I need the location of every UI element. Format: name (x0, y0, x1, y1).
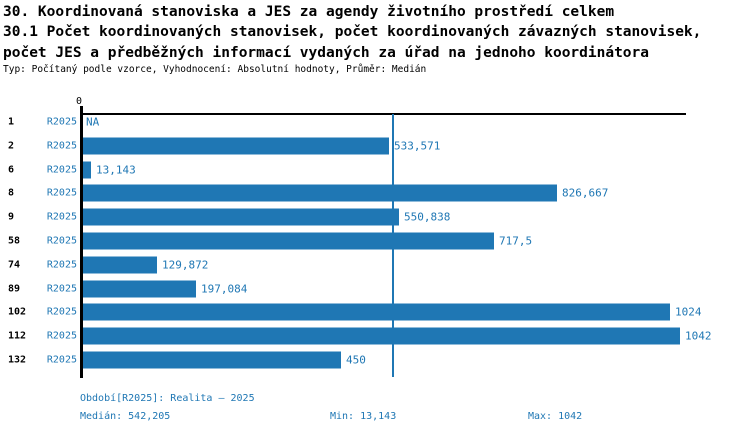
chart-row: 1 R2025 NA (0, 110, 750, 134)
report-meta: Typ: Počítaný podle vzorce, Vyhodnocení:… (3, 64, 427, 75)
value-label: 450 (346, 353, 366, 367)
row-series-label: R2025 (46, 330, 77, 342)
report-title-line-2: 30.1 Počet koordinovaných stanovisek, po… (3, 24, 702, 41)
row-series-label: R2025 (46, 140, 77, 152)
row-series-label: R2025 (46, 187, 77, 199)
chart-row: 132 R2025 450 (0, 348, 750, 372)
chart-row: 2 R2025 533,571 (0, 134, 750, 158)
row-category-label: 2 (8, 140, 15, 152)
bar (83, 161, 91, 179)
row-category-label: 6 (8, 164, 15, 176)
period-label: Období[R2025]: Realita – 2025 (80, 393, 255, 404)
row-series-label: R2025 (46, 116, 77, 128)
chart-row: 6 R2025 13,143 (0, 158, 750, 182)
row-category-label: 1 (8, 116, 15, 128)
chart-row: 112 R2025 1042 (0, 324, 750, 348)
chart-row: 89 R2025 197,084 (0, 277, 750, 301)
value-label: 129,872 (162, 258, 209, 272)
max-stat-label: Max: 1042 (528, 411, 583, 422)
row-series-label: R2025 (46, 306, 77, 318)
bar (83, 232, 494, 250)
row-series-label: R2025 (46, 164, 77, 176)
row-series-label: R2025 (46, 354, 77, 366)
row-category-label: 112 (8, 330, 27, 342)
x-axis-line (80, 113, 686, 115)
bar (83, 351, 341, 369)
value-label-na: NA (86, 115, 100, 129)
min-stat-label: Min: 13,143 (330, 411, 397, 422)
row-category-label: 89 (8, 283, 21, 295)
bar (83, 303, 670, 321)
report-title-line-3: počet JES a předběžných informací vydaný… (3, 44, 650, 61)
chart-row: 102 R2025 1024 (0, 300, 750, 324)
row-category-label: 102 (8, 306, 27, 318)
row-category-label: 132 (8, 354, 27, 366)
report-title: 30. Koordinovaná stanoviska a JES za age… (3, 2, 701, 63)
row-category-label: 9 (8, 211, 15, 223)
row-series-label: R2025 (46, 283, 77, 295)
y-axis-line (80, 106, 83, 378)
value-label: 717,5 (499, 234, 533, 248)
row-category-label: 74 (8, 259, 21, 271)
row-category-label: 58 (8, 235, 21, 247)
bar (83, 184, 557, 202)
row-category-label: 8 (8, 187, 15, 199)
value-label: 1024 (675, 305, 702, 319)
row-series-label: R2025 (46, 259, 77, 271)
bar (83, 280, 196, 298)
bar (83, 327, 680, 345)
value-label: 533,571 (394, 139, 441, 153)
chart-row: 9 R2025 550,838 (0, 205, 750, 229)
row-series-label: R2025 (46, 211, 77, 223)
x-axis-zero-tick-label: 0 (76, 96, 83, 107)
value-label: 13,143 (96, 163, 136, 177)
value-label: 197,084 (201, 282, 248, 296)
median-stat-label: Medián: 542,205 (80, 411, 171, 422)
bar (83, 256, 157, 274)
report-title-line-1: 30. Koordinovaná stanoviska a JES za age… (3, 4, 615, 20)
chart-row: 58 R2025 717,5 (0, 229, 750, 253)
row-series-label: R2025 (46, 235, 77, 247)
value-label: 550,838 (404, 210, 451, 224)
bar (83, 137, 389, 155)
bar (83, 208, 399, 226)
value-label: 1042 (685, 329, 712, 343)
chart-rows: 1 R2025 NA 2 R2025 533,571 6 R2025 13,143 8 R2025 8… (0, 110, 750, 374)
value-label: 826,667 (562, 186, 609, 200)
chart-row: 74 R2025 129,872 (0, 253, 750, 277)
chart-row: 8 R2025 826,667 (0, 181, 750, 205)
